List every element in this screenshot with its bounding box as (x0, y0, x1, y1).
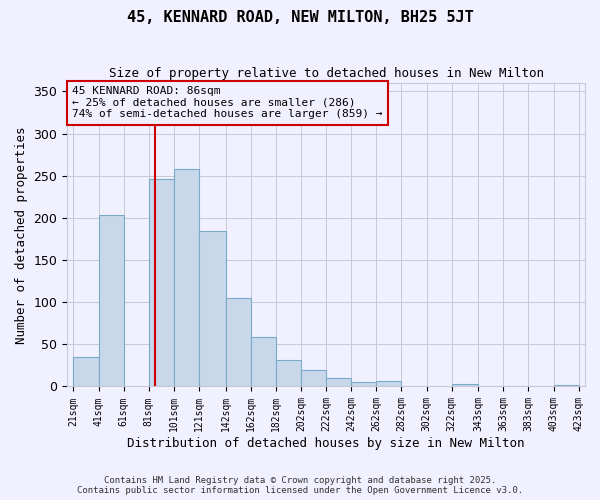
Bar (226, 298, 251, 386)
Bar (174, 169, 199, 386)
Y-axis label: Number of detached properties: Number of detached properties (15, 126, 28, 344)
X-axis label: Distribution of detached houses by size in New Milton: Distribution of detached houses by size … (127, 437, 525, 450)
Bar (199, 230, 226, 386)
Title: Size of property relative to detached houses in New Milton: Size of property relative to detached ho… (109, 68, 544, 80)
Bar (301, 370, 326, 386)
Bar (73, 357, 98, 386)
Bar (351, 382, 376, 386)
Bar (326, 378, 351, 386)
Bar (276, 360, 301, 386)
Bar (376, 382, 401, 386)
Text: Contains HM Land Registry data © Crown copyright and database right 2025.
Contai: Contains HM Land Registry data © Crown c… (77, 476, 523, 495)
Bar (149, 179, 174, 386)
Text: 45 KENNARD ROAD: 86sqm
← 25% of detached houses are smaller (286)
74% of semi-de: 45 KENNARD ROAD: 86sqm ← 25% of detached… (73, 86, 383, 120)
Bar (452, 384, 478, 386)
Text: 45, KENNARD ROAD, NEW MILTON, BH25 5JT: 45, KENNARD ROAD, NEW MILTON, BH25 5JT (127, 10, 473, 25)
Bar (554, 385, 579, 386)
Bar (98, 216, 124, 386)
Bar (251, 336, 276, 386)
